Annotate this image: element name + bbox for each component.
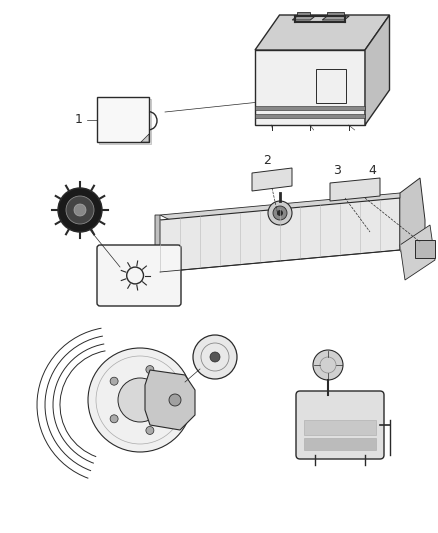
Bar: [99, 99, 151, 144]
Polygon shape: [155, 215, 160, 272]
Polygon shape: [141, 134, 149, 142]
Circle shape: [110, 377, 118, 385]
Bar: [255, 114, 365, 117]
Circle shape: [58, 188, 102, 232]
Bar: [315, 69, 346, 102]
Polygon shape: [365, 15, 389, 125]
Polygon shape: [400, 225, 435, 280]
Circle shape: [146, 426, 154, 434]
Circle shape: [193, 335, 237, 379]
Polygon shape: [327, 12, 344, 16]
Circle shape: [118, 378, 162, 422]
Polygon shape: [400, 178, 425, 270]
Bar: [415, 240, 435, 258]
Circle shape: [277, 210, 283, 216]
Polygon shape: [252, 168, 292, 191]
Polygon shape: [297, 12, 310, 16]
Circle shape: [210, 352, 220, 362]
Bar: [304, 438, 376, 450]
Bar: [97, 97, 149, 142]
Text: 1: 1: [75, 113, 83, 126]
Text: 3: 3: [333, 165, 341, 177]
Polygon shape: [292, 16, 315, 20]
Polygon shape: [322, 16, 349, 20]
Circle shape: [168, 396, 176, 404]
Circle shape: [273, 206, 287, 220]
Circle shape: [169, 394, 181, 406]
Circle shape: [110, 415, 118, 423]
Circle shape: [313, 350, 343, 380]
Polygon shape: [255, 50, 365, 125]
FancyBboxPatch shape: [296, 391, 384, 459]
Polygon shape: [330, 178, 380, 201]
Text: 4: 4: [368, 165, 376, 177]
Bar: [304, 420, 376, 435]
Polygon shape: [255, 15, 389, 50]
Circle shape: [74, 204, 86, 216]
Circle shape: [268, 201, 292, 225]
Circle shape: [88, 348, 192, 452]
FancyBboxPatch shape: [97, 245, 181, 306]
Circle shape: [66, 196, 94, 224]
Circle shape: [146, 366, 154, 374]
Bar: [255, 106, 365, 110]
Polygon shape: [145, 370, 195, 430]
Text: 2: 2: [263, 155, 271, 167]
Polygon shape: [160, 193, 410, 220]
Polygon shape: [160, 198, 400, 272]
